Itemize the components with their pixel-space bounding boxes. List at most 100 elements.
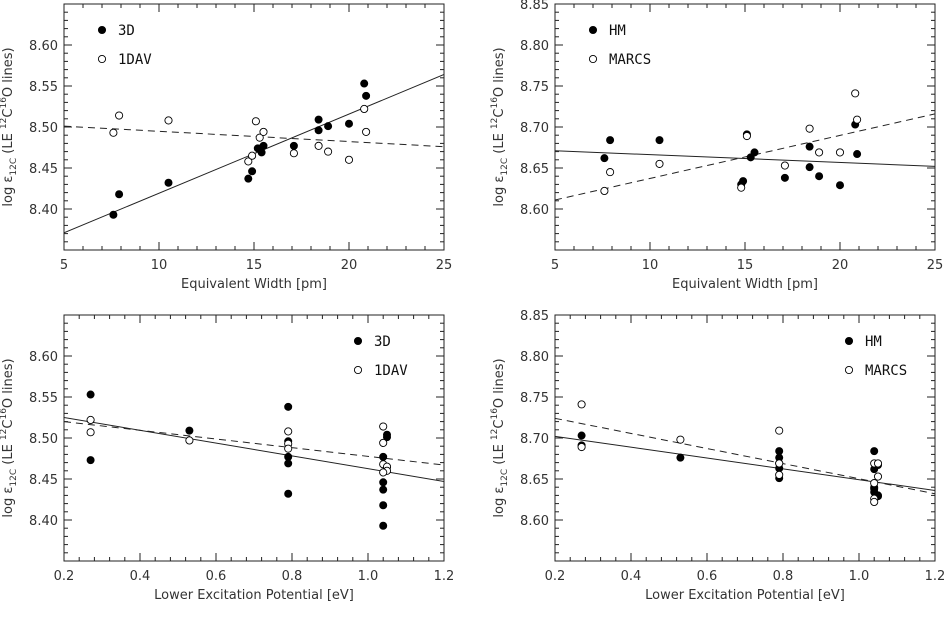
point-hm xyxy=(805,142,814,151)
y-tick-label: 8.70 xyxy=(520,432,549,447)
x-tick-label: 0.2 xyxy=(545,569,566,584)
point-3d xyxy=(314,115,323,124)
point-marcs xyxy=(775,426,784,435)
x-tick-label: 0.6 xyxy=(206,569,227,584)
point-3d xyxy=(382,430,391,439)
legend-label-marcs: MARCS xyxy=(609,52,651,68)
point-1dav xyxy=(379,422,388,431)
y-tick-label: 8.85 xyxy=(520,0,549,13)
point-1dav xyxy=(362,127,371,136)
y-axis-label: log ε12C (LE 12C16O lines) xyxy=(0,47,19,206)
legend-marker-1dav xyxy=(353,365,363,375)
point-3d xyxy=(379,452,388,461)
x-tick-label: 1.2 xyxy=(434,569,455,584)
point-hm xyxy=(655,136,664,145)
x-tick-label: 5 xyxy=(551,258,559,273)
point-1dav xyxy=(164,116,173,125)
point-3d xyxy=(185,426,194,435)
point-1dav xyxy=(86,415,95,425)
plot-frame xyxy=(554,314,936,562)
point-1dav xyxy=(360,104,369,114)
y-tick-label: 8.60 xyxy=(29,39,58,54)
x-axis-label: Lower Excitation Potential [eV] xyxy=(645,588,845,603)
legend-label-3d: 3D xyxy=(374,334,391,350)
point-hm xyxy=(870,447,879,456)
point-marcs xyxy=(606,168,615,177)
point-marcs xyxy=(835,148,845,157)
panel-1: 5 10 15 20 25 8.40 8.45 8.50 8.55 8.60 Equivalent … xyxy=(0,3,453,292)
point-hm xyxy=(836,181,845,190)
point-3d xyxy=(164,178,173,187)
point-3d xyxy=(324,122,333,131)
point-3d xyxy=(379,501,388,510)
point-3d xyxy=(362,91,371,100)
y-tick-label: 8.60 xyxy=(520,203,549,218)
legend-marker-marcs xyxy=(588,54,598,64)
point-3d xyxy=(284,459,293,468)
y-tick-label: 8.40 xyxy=(29,514,58,529)
point-1dav xyxy=(379,468,388,477)
legend-marker-3d xyxy=(353,336,363,346)
point-3d xyxy=(379,478,388,487)
legend-marker-1dav xyxy=(97,54,107,64)
legend-marker-3d xyxy=(97,25,107,35)
legend-marker-hm xyxy=(588,25,598,35)
point-marcs xyxy=(873,472,883,481)
x-tick-label: 1.0 xyxy=(849,569,870,584)
point-marcs xyxy=(873,459,883,468)
point-1dav xyxy=(284,427,293,436)
point-marcs xyxy=(780,161,789,170)
fit-line-hm xyxy=(555,150,935,167)
legend-label-hm: HM xyxy=(865,334,882,350)
x-axis-label: Equivalent Width [pm] xyxy=(181,277,327,292)
x-tick-label: 0.8 xyxy=(773,569,794,584)
point-3d xyxy=(248,167,257,176)
y-axis-label: log ε12C (LE 12C16O lines) xyxy=(0,358,19,517)
plot-frame xyxy=(63,3,445,251)
y-tick-label: 8.55 xyxy=(29,391,58,406)
point-1dav xyxy=(244,157,253,166)
x-tick-label: 0.4 xyxy=(621,569,642,584)
x-tick-label: 20 xyxy=(832,258,849,273)
panel-4: 0.2 0.4 0.6 0.8 1.0 1.2 8.60 8.65 8.70 8.75 8.80 8.… xyxy=(490,309,945,603)
x-tick-label: 15 xyxy=(246,258,263,273)
point-3d xyxy=(314,126,323,135)
legend-marker-hm xyxy=(844,336,854,346)
point-3d xyxy=(109,210,118,219)
x-tick-label: 15 xyxy=(737,258,754,273)
y-tick-label: 8.80 xyxy=(520,39,549,54)
point-3d xyxy=(379,485,388,494)
point-1dav xyxy=(379,438,388,447)
panel-3: 0.2 0.4 0.6 0.8 1.0 1.2 8.40 8.45 8.50 8.55 8.60 Lo… xyxy=(0,314,455,603)
x-axis-label: Equivalent Width [pm] xyxy=(672,277,818,292)
plot-frame xyxy=(554,3,936,251)
x-tick-label: 25 xyxy=(436,258,453,273)
fit-line-marcs xyxy=(555,417,935,495)
x-tick-label: 25 xyxy=(927,258,944,273)
point-1dav xyxy=(289,149,298,158)
point-3d xyxy=(259,141,268,150)
point-1dav xyxy=(185,436,194,445)
point-1dav xyxy=(248,151,257,160)
point-1dav xyxy=(109,128,118,137)
y-tick-label: 8.75 xyxy=(520,391,549,406)
legend-label-1dav: 1DAV xyxy=(118,52,152,68)
x-tick-label: 0.4 xyxy=(130,569,151,584)
point-3d xyxy=(284,402,293,411)
fit-line-marcs xyxy=(555,113,935,201)
point-1dav xyxy=(344,155,354,164)
point-1dav xyxy=(86,428,95,437)
x-tick-label: 10 xyxy=(151,258,168,273)
point-1dav xyxy=(314,141,323,150)
point-1dav xyxy=(284,444,293,453)
point-3d xyxy=(86,456,95,465)
x-axis-label: Lower Excitation Potential [eV] xyxy=(154,588,354,603)
point-hm xyxy=(775,447,784,456)
point-hm xyxy=(606,136,615,145)
legend-label-1dav: 1DAV xyxy=(374,363,408,379)
point-3d xyxy=(86,390,95,399)
point-marcs xyxy=(815,148,824,157)
legend-label-marcs: MARCS xyxy=(865,363,907,379)
point-3d xyxy=(257,148,266,157)
